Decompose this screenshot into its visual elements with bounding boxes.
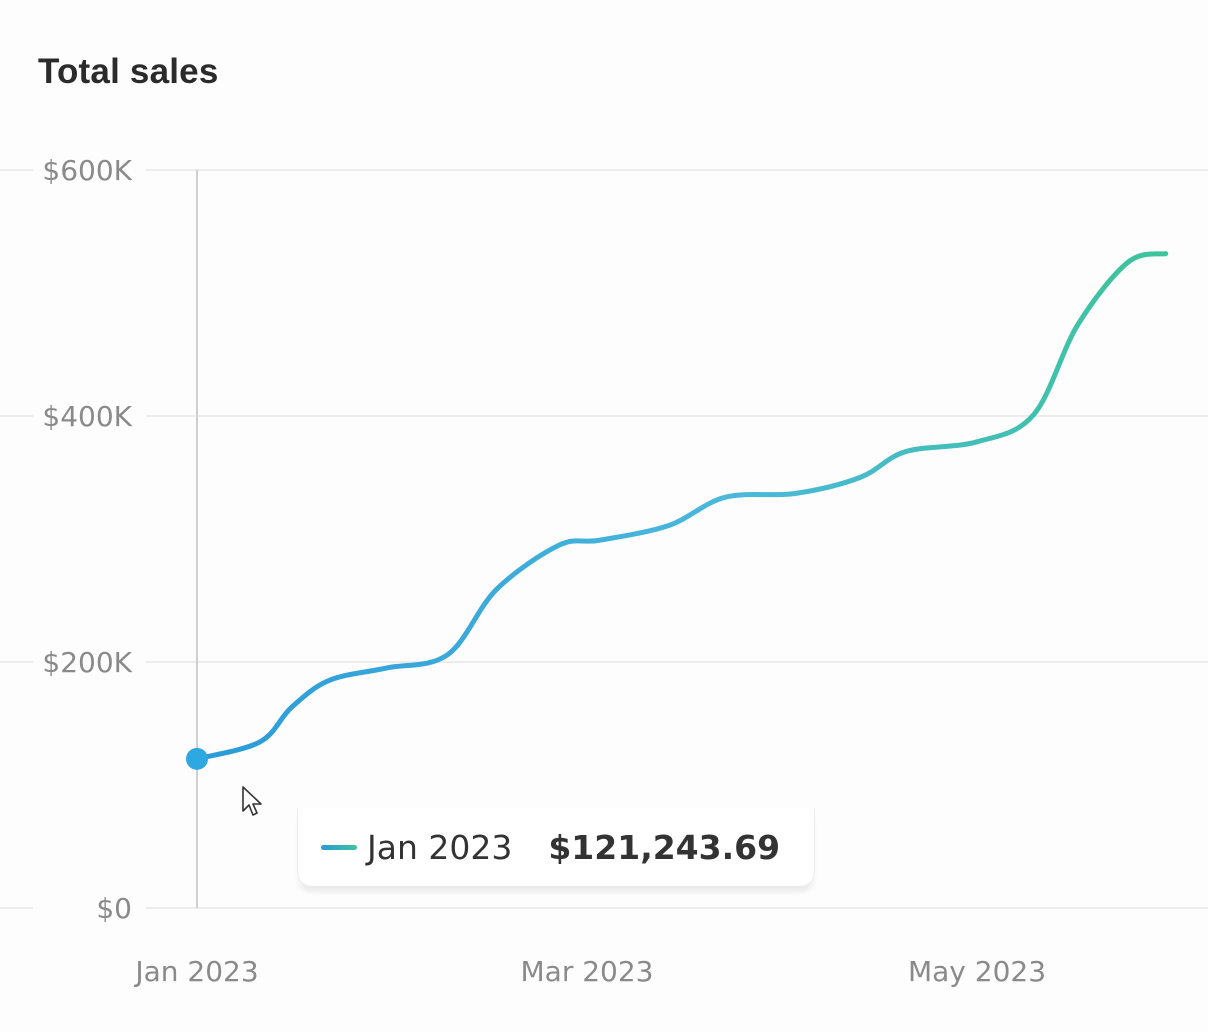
data-point[interactable] — [1163, 251, 1169, 257]
data-point[interactable] — [556, 542, 562, 548]
data-point[interactable] — [257, 739, 263, 745]
x-axis: Jan 2023 Mar 2023 May 2023 — [133, 955, 1046, 988]
data-point[interactable] — [1031, 412, 1037, 418]
series-line-total-sales — [194, 251, 1169, 762]
hover-point[interactable] — [186, 747, 208, 770]
data-point[interactable] — [857, 475, 863, 481]
tooltip-value: $121,243.69 — [548, 827, 781, 867]
y-tick-mask — [33, 150, 146, 190]
y-tick-label: $200K — [42, 646, 132, 679]
y-tick-label: $400K — [42, 400, 132, 433]
x-tick-label: Mar 2023 — [521, 955, 654, 988]
tooltip-label: Jan 2023 — [367, 827, 513, 867]
data-point[interactable] — [722, 494, 728, 500]
data-point[interactable] — [383, 665, 389, 671]
y-tick-label: $0 — [96, 892, 132, 925]
x-tick-label: May 2023 — [908, 955, 1046, 988]
series-swatch-icon — [321, 844, 357, 850]
chart-title: Total sales — [38, 52, 219, 91]
y-tick-mask — [33, 396, 146, 436]
y-tick-mask — [33, 642, 146, 682]
data-point[interactable] — [974, 439, 980, 445]
data-point[interactable] — [493, 586, 499, 592]
data-point[interactable] — [792, 490, 798, 496]
y-axis: $0 $200K $400K $600K — [33, 150, 146, 928]
data-point[interactable] — [445, 652, 451, 658]
data-point[interactable] — [1075, 322, 1081, 328]
data-point[interactable] — [597, 537, 603, 543]
data-point[interactable] — [326, 677, 332, 683]
gridlines — [0, 169, 1208, 909]
data-point[interactable] — [1125, 259, 1131, 265]
data-point[interactable] — [666, 522, 672, 528]
y-tick-label: $600K — [42, 154, 132, 187]
y-tick-mask — [33, 888, 146, 928]
tooltip: Jan 2023 $121,243.69 — [297, 808, 815, 886]
data-point[interactable] — [288, 705, 294, 711]
mouse-pointer-icon — [242, 786, 262, 816]
data-point[interactable] — [903, 449, 909, 455]
x-tick-label: Jan 2023 — [133, 955, 258, 988]
data-points — [194, 251, 1169, 762]
